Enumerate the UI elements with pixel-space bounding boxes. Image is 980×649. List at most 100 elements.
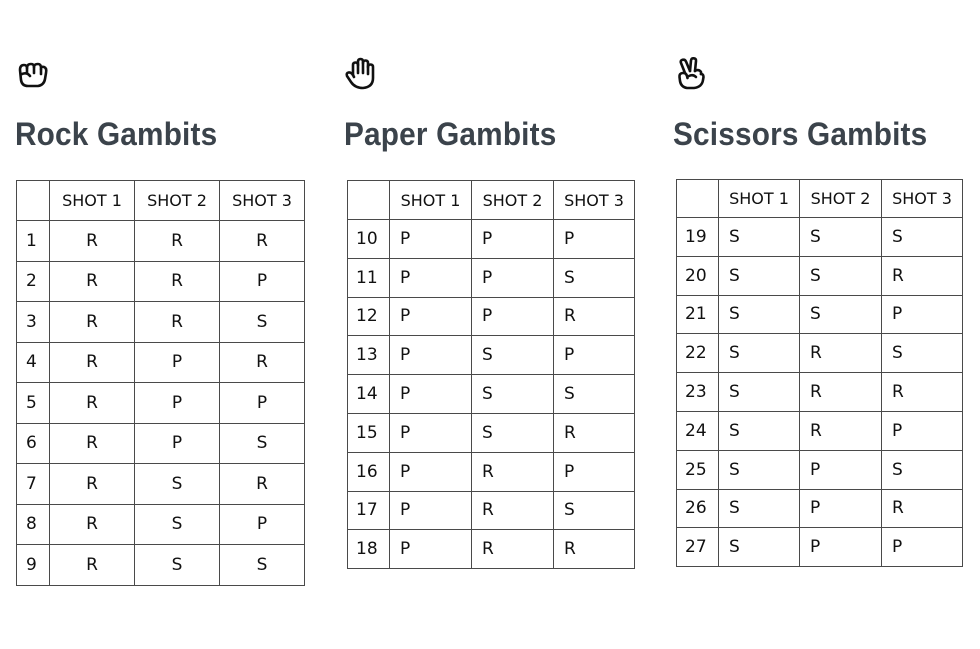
gambit-number-cell: 10 <box>347 219 390 259</box>
shot-2-cell: R <box>134 220 220 262</box>
shot-3-cell: R <box>219 220 305 262</box>
shot-1-cell: R <box>49 463 135 505</box>
header-cell: SHOT 3 <box>553 180 635 220</box>
shot-3-cell: R <box>881 372 963 412</box>
header-cell: SHOT 2 <box>799 179 882 218</box>
shot-2-cell: R <box>471 451 554 492</box>
shot-1-cell: P <box>389 412 472 453</box>
shot-3-cell: S <box>881 333 963 374</box>
header-cell: SHOT 1 <box>389 180 472 220</box>
shot-1-cell: P <box>389 219 472 259</box>
shot-3-cell: S <box>553 257 635 298</box>
table-row: 23 S R R <box>676 372 963 412</box>
shot-1-cell: S <box>718 449 800 490</box>
header-cell: SHOT 3 <box>881 179 963 218</box>
shot-3-cell: P <box>219 260 305 302</box>
gambit-number-cell: 1 <box>16 220 50 262</box>
header-cell: SHOT 2 <box>471 180 554 220</box>
shot-1-cell: P <box>389 490 472 531</box>
table-header-row: SHOT 1 SHOT 2 SHOT 3 <box>16 180 305 221</box>
table-header-row: SHOT 1 SHOT 2 SHOT 3 <box>347 180 635 220</box>
shot-3-cell: R <box>219 341 305 383</box>
shot-3-cell: P <box>881 410 963 451</box>
shot-1-cell: S <box>718 410 800 451</box>
shot-3-cell: P <box>553 451 635 492</box>
shot-2-cell: R <box>799 333 882 374</box>
shot-1-cell: R <box>49 341 135 383</box>
shot-2-cell: R <box>134 260 220 302</box>
gambit-number-cell: 15 <box>347 412 390 453</box>
shot-1-cell: P <box>389 296 472 337</box>
shot-3-cell: R <box>553 412 635 453</box>
shot-1-cell: R <box>49 422 135 464</box>
shot-2-cell: P <box>134 382 220 424</box>
shot-3-cell: S <box>881 449 963 490</box>
shot-1-cell: S <box>718 372 800 412</box>
gambit-number-cell: 13 <box>347 335 390 376</box>
gambit-number-cell: 2 <box>16 260 50 302</box>
shot-3-cell: R <box>881 488 963 529</box>
header-cell <box>347 180 390 220</box>
shot-1-cell: R <box>49 544 135 586</box>
shot-3-cell: R <box>881 255 963 296</box>
gambit-number-cell: 22 <box>676 333 719 374</box>
shot-2-cell: S <box>471 335 554 376</box>
shot-3-cell: S <box>219 301 305 343</box>
table-header-row: SHOT 1 SHOT 2 SHOT 3 <box>676 179 963 218</box>
gambit-number-cell: 26 <box>676 488 719 529</box>
shot-3-cell: S <box>553 490 635 531</box>
fist-icon <box>14 56 50 92</box>
shot-1-cell: R <box>49 220 135 262</box>
shot-2-cell: R <box>471 490 554 531</box>
table-row: 12 P P R <box>347 296 635 337</box>
table-row: 16 P R P <box>347 451 635 492</box>
shot-1-cell: R <box>49 503 135 545</box>
gambit-number-cell: 24 <box>676 410 719 451</box>
panel-title: Rock Gambits <box>15 116 218 152</box>
gambit-number-cell: 7 <box>16 463 50 505</box>
table-row: 20 S S R <box>676 255 963 296</box>
table-row: 14 P S S <box>347 374 635 414</box>
gambit-number-cell: 16 <box>347 451 390 492</box>
shot-3-cell: P <box>219 503 305 545</box>
gambit-number-cell: 8 <box>16 503 50 545</box>
shot-2-cell: R <box>471 529 554 570</box>
shot-3-cell: R <box>553 529 635 570</box>
shot-2-cell: P <box>799 527 882 568</box>
shot-1-cell: R <box>49 301 135 343</box>
gambit-number-cell: 21 <box>676 294 719 335</box>
shot-2-cell: R <box>134 301 220 343</box>
shot-3-cell: S <box>553 374 635 414</box>
shot-1-cell: S <box>718 488 800 529</box>
table-row: 10 P P P <box>347 219 635 259</box>
gambit-number-cell: 6 <box>16 422 50 464</box>
header-cell: SHOT 1 <box>718 179 800 218</box>
shot-1-cell: R <box>49 382 135 424</box>
shot-2-cell: P <box>471 257 554 298</box>
shot-2-cell: R <box>799 372 882 412</box>
table-row: 25 S P S <box>676 449 963 490</box>
shot-3-cell: P <box>881 294 963 335</box>
shot-3-cell: P <box>553 219 635 259</box>
table-row: 11 P P S <box>347 257 635 298</box>
shot-2-cell: S <box>134 503 220 545</box>
table-row: 17 P R S <box>347 490 635 531</box>
shot-3-cell: P <box>881 527 963 568</box>
shot-1-cell: P <box>389 374 472 414</box>
gambit-number-cell: 18 <box>347 529 390 570</box>
gambit-number-cell: 17 <box>347 490 390 531</box>
shot-1-cell: S <box>718 217 800 257</box>
panel-title: Scissors Gambits <box>673 116 928 152</box>
gambit-number-cell: 23 <box>676 372 719 412</box>
shot-1-cell: P <box>389 335 472 376</box>
table-row: 21 S S P <box>676 294 963 335</box>
shot-3-cell: S <box>219 544 305 586</box>
